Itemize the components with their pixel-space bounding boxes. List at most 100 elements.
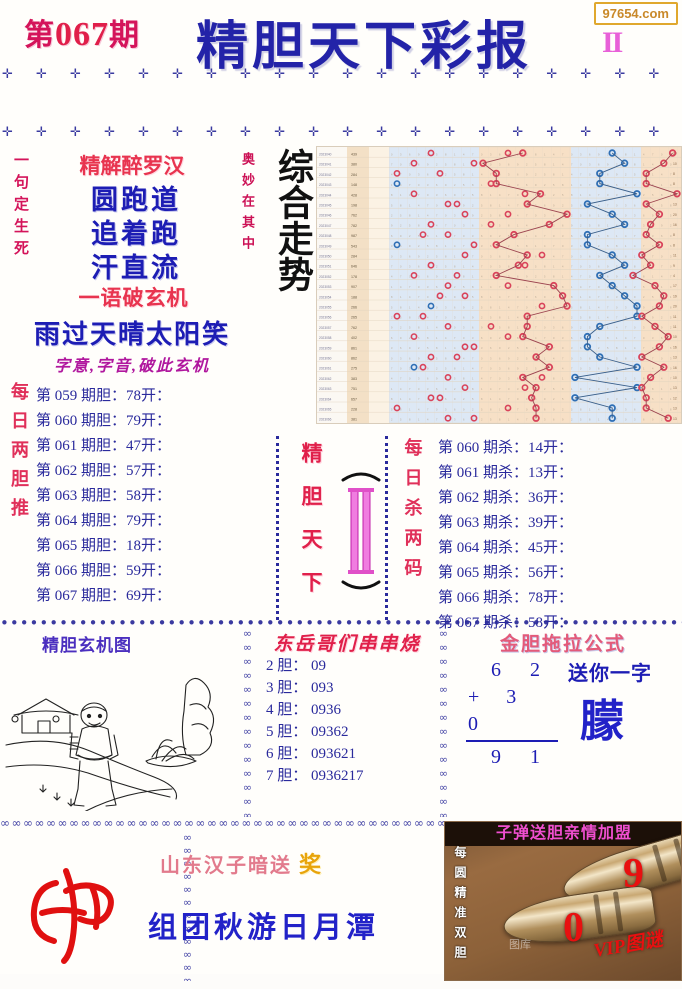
svg-text:1: 1 bbox=[643, 265, 645, 269]
svg-text:7: 7 bbox=[490, 275, 492, 279]
divider-dots-mid: ••••••••••••••••••••••••••••••••••••••••… bbox=[0, 620, 682, 627]
svg-text:1: 1 bbox=[643, 163, 645, 167]
svg-text:6: 6 bbox=[400, 244, 402, 248]
svg-text:4: 4 bbox=[580, 285, 582, 289]
svg-text:2: 2 bbox=[580, 224, 582, 228]
svg-text:1: 1 bbox=[463, 163, 465, 167]
svg-text:6: 6 bbox=[472, 224, 474, 228]
svg-text:0: 0 bbox=[607, 193, 609, 197]
svg-text:9: 9 bbox=[463, 203, 465, 207]
jingdan-chars: 精胆天下 bbox=[289, 442, 329, 629]
svg-text:1: 1 bbox=[571, 183, 573, 187]
svg-text:7: 7 bbox=[670, 275, 672, 279]
svg-text:8: 8 bbox=[508, 326, 510, 330]
svg-text:4: 4 bbox=[481, 275, 483, 279]
svg-text:7: 7 bbox=[652, 152, 654, 156]
svg-text:5: 5 bbox=[526, 152, 528, 156]
daily-sha-row: 第 062 期杀：36开： bbox=[438, 490, 574, 506]
svg-text:3: 3 bbox=[463, 224, 465, 228]
svg-text:2023052: 2023052 bbox=[319, 275, 332, 279]
svg-text:6: 6 bbox=[634, 203, 636, 207]
svg-text:2: 2 bbox=[490, 224, 492, 228]
svg-text:383: 383 bbox=[351, 377, 357, 381]
bullet-ad[interactable]: 子弹送胆亲情加盟 每圆精准双胆 0 9 VIP图谜 图库 bbox=[444, 821, 682, 981]
svg-text:4: 4 bbox=[625, 336, 627, 340]
svg-text:8: 8 bbox=[517, 234, 519, 238]
trend-title-text: 综合走势 bbox=[273, 148, 313, 292]
svg-text:2: 2 bbox=[634, 183, 636, 187]
chuanchuan-panel: 东岳哥们串串烧 2 胆： 09 3 胆： 093 4 胆： 0936 5 胆： … bbox=[248, 627, 440, 817]
chuanchuan-row: 5 胆： 09362 bbox=[266, 724, 349, 740]
svg-text:6: 6 bbox=[535, 397, 537, 401]
svg-text:5: 5 bbox=[625, 163, 627, 167]
svg-text:9: 9 bbox=[481, 326, 483, 330]
svg-text:0: 0 bbox=[445, 316, 447, 320]
svg-text:3: 3 bbox=[499, 367, 501, 371]
svg-text:5: 5 bbox=[499, 224, 501, 228]
svg-text:6: 6 bbox=[499, 356, 501, 360]
svg-text:9: 9 bbox=[607, 367, 609, 371]
svg-text:16: 16 bbox=[673, 345, 677, 349]
svg-text:4: 4 bbox=[454, 346, 456, 350]
svg-text:0: 0 bbox=[409, 377, 411, 381]
svg-text:5: 5 bbox=[553, 387, 555, 391]
svg-text:6: 6 bbox=[625, 397, 627, 401]
svg-text:9: 9 bbox=[652, 214, 654, 218]
svg-text:228: 228 bbox=[351, 408, 357, 412]
svg-text:4: 4 bbox=[508, 407, 510, 411]
svg-text:2023040: 2023040 bbox=[319, 153, 332, 157]
site-logo[interactable]: 97654.com bbox=[593, 2, 678, 25]
svg-text:3: 3 bbox=[625, 203, 627, 207]
svg-text:2: 2 bbox=[607, 254, 609, 258]
svg-text:6: 6 bbox=[517, 275, 519, 279]
svg-text:7: 7 bbox=[481, 265, 483, 269]
daily-dan-row: 第 060 期胆：79开： bbox=[36, 413, 172, 429]
svg-text:2023058: 2023058 bbox=[319, 336, 332, 340]
svg-text:9: 9 bbox=[427, 163, 429, 167]
svg-text:7: 7 bbox=[553, 346, 555, 350]
svg-text:0: 0 bbox=[517, 397, 519, 401]
svg-text:4: 4 bbox=[463, 356, 465, 360]
svg-text:7: 7 bbox=[544, 234, 546, 238]
svg-text:0: 0 bbox=[490, 367, 492, 371]
svg-text:751: 751 bbox=[351, 387, 357, 391]
svg-text:8: 8 bbox=[400, 305, 402, 309]
svg-text:4: 4 bbox=[634, 346, 636, 350]
svg-text:9: 9 bbox=[643, 305, 645, 309]
verse-block: 一句定生死 奥妙在其中 精解醉罗汉 圆跑道 追着跑 汗直流 一语破玄机 雨过天晴… bbox=[0, 144, 258, 376]
svg-text:1: 1 bbox=[454, 254, 456, 258]
svg-text:6: 6 bbox=[517, 377, 519, 381]
svg-text:0: 0 bbox=[490, 163, 492, 167]
svg-text:5: 5 bbox=[652, 397, 654, 401]
svg-text:1: 1 bbox=[571, 387, 573, 391]
chuanchuan-row: 4 胆： 0936 bbox=[266, 702, 342, 718]
svg-text:862: 862 bbox=[351, 357, 357, 361]
svg-text:2: 2 bbox=[418, 346, 420, 350]
svg-text:1: 1 bbox=[490, 397, 492, 401]
svg-text:3: 3 bbox=[418, 173, 420, 177]
svg-text:8: 8 bbox=[589, 418, 591, 422]
svg-text:6: 6 bbox=[400, 346, 402, 350]
svg-text:1: 1 bbox=[607, 326, 609, 330]
trend-chart[interactable]: 2023040 439 2023041 380 2023042 284 2023043 148… bbox=[316, 146, 682, 424]
svg-text:2023045: 2023045 bbox=[319, 204, 332, 208]
svg-text:2: 2 bbox=[490, 326, 492, 330]
verse-side-right: 奥妙在其中 bbox=[240, 152, 255, 257]
svg-text:8: 8 bbox=[661, 397, 663, 401]
svg-text:2023044: 2023044 bbox=[319, 193, 332, 197]
svg-text:4: 4 bbox=[436, 224, 438, 228]
svg-text:11: 11 bbox=[673, 254, 677, 258]
svg-text:3: 3 bbox=[643, 224, 645, 228]
svg-text:2: 2 bbox=[652, 407, 654, 411]
svg-text:7: 7 bbox=[391, 163, 393, 167]
svg-text:12: 12 bbox=[673, 396, 677, 400]
svg-text:8: 8 bbox=[625, 356, 627, 360]
svg-text:8: 8 bbox=[409, 214, 411, 218]
svg-text:2023041: 2023041 bbox=[319, 163, 332, 167]
svg-text:4: 4 bbox=[670, 387, 672, 391]
svg-text:4: 4 bbox=[544, 244, 546, 248]
svg-text:9: 9 bbox=[454, 193, 456, 197]
svg-text:9: 9 bbox=[598, 356, 600, 360]
title-mark: II bbox=[602, 26, 623, 59]
svg-text:0: 0 bbox=[526, 203, 528, 207]
